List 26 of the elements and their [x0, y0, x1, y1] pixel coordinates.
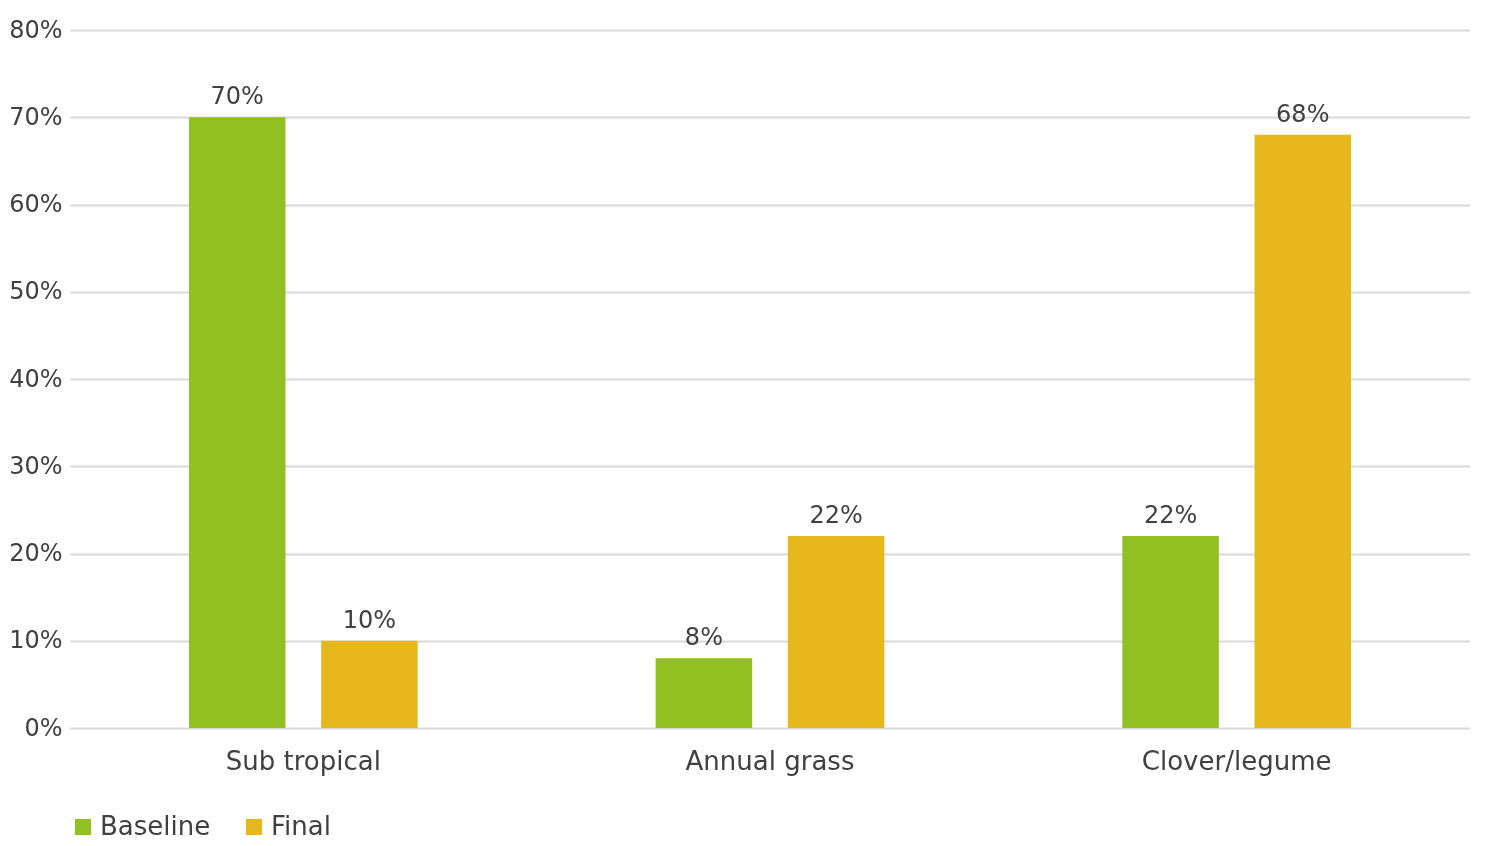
x-tick-label: Sub tropical — [225, 745, 381, 776]
y-tick-label: 10% — [9, 626, 63, 655]
data-label: 70% — [210, 82, 264, 111]
y-tick-label: 80% — [9, 15, 63, 44]
y-tick-label: 70% — [9, 102, 63, 131]
bar — [1122, 536, 1219, 728]
y-tick-label: 30% — [9, 451, 63, 480]
data-label: 8% — [684, 623, 723, 652]
y-tick-label: 0% — [24, 713, 63, 742]
x-tick-label: Clover/legume — [1141, 745, 1332, 776]
x-tick-label: Annual grass — [685, 745, 855, 776]
legend-label: Final — [271, 811, 331, 841]
data-label: 22% — [1143, 501, 1198, 530]
bar — [787, 536, 885, 728]
data-label: 68% — [1276, 99, 1330, 128]
legend-label: Baseline — [100, 811, 211, 841]
y-tick-label: 60% — [9, 190, 63, 218]
bar — [321, 640, 418, 728]
bar — [188, 117, 286, 728]
y-tick-label: 20% — [9, 539, 63, 567]
y-tick-label: 40% — [9, 364, 63, 393]
bar — [655, 658, 753, 728]
data-label: 10% — [342, 605, 397, 634]
bar — [1254, 134, 1352, 728]
data-label: 22% — [809, 501, 863, 530]
y-tick-label: 50% — [9, 277, 63, 306]
